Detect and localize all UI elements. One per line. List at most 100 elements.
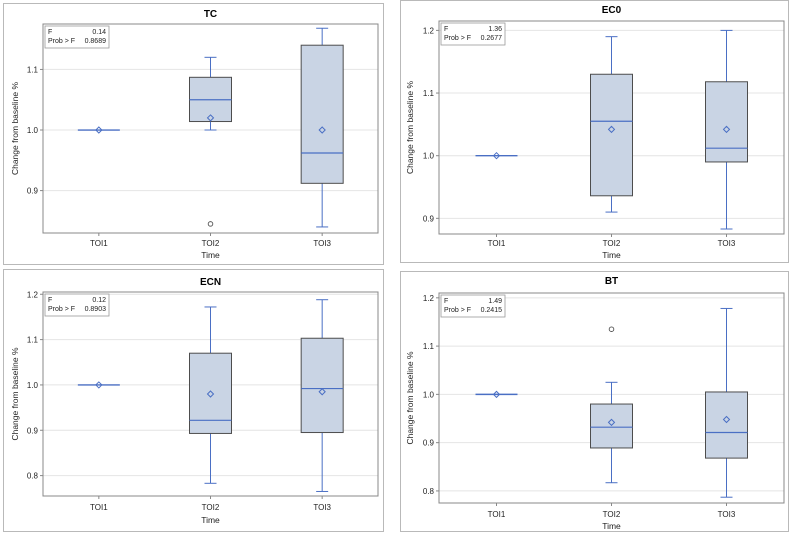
x-tick-label: TOI1 (90, 503, 108, 512)
stats-value: 0.14 (92, 29, 106, 36)
stats-inset-box (44, 25, 110, 49)
y-tick-label: 1.2 (423, 294, 435, 303)
mean-marker (722, 125, 731, 134)
mean-marker (318, 126, 326, 134)
x-axis-label: Time (201, 515, 220, 525)
chart-panel-ec0: EC0 0.9 1.0 1.1 1.2 Change from baseline % TOI… (400, 0, 789, 263)
y-tick-label: 0.9 (423, 214, 435, 223)
chart-title: EC0 (602, 5, 622, 16)
stats-value: 0.2415 (481, 307, 503, 314)
y-tick-label: 1.1 (27, 336, 39, 345)
chart-panel-tc: TC 0.9 1.0 1.1 Change from baseline % TOI1 TOI… (3, 3, 384, 265)
chart-title: TC (204, 9, 217, 20)
x-tick-label: TOI2 (202, 239, 220, 248)
chart-svg-tc: TC 0.9 1.0 1.1 Change from baseline % TOI1 TOI… (10, 9, 379, 260)
mean-marker (492, 151, 501, 160)
mean-marker (95, 126, 103, 134)
box-iqr (705, 81, 748, 163)
chart-panel-bt: BT 0.8 0.9 1.0 1.1 1.2 Change from baseline % T… (400, 271, 789, 532)
y-tick-label: 0.8 (27, 472, 39, 481)
box-group-toi2 (189, 306, 232, 484)
box-group-toi1 (475, 151, 518, 160)
stats-value: 0.12 (92, 297, 106, 304)
box-group-toi1 (77, 381, 120, 389)
stats-label: Prob > F (48, 306, 75, 313)
x-tick-label: TOI2 (202, 503, 220, 512)
stats-value: 0.2677 (481, 35, 503, 42)
box-group-toi3 (705, 29, 748, 230)
y-tick-label: 0.9 (27, 187, 39, 196)
x-tick-label: TOI3 (718, 510, 736, 519)
x-tick-label: TOI2 (603, 239, 621, 248)
outlier-point (207, 221, 214, 227)
stats-label: F (48, 297, 52, 304)
x-axis-label: Time (602, 250, 621, 260)
mean-marker (607, 125, 616, 134)
mean-marker (206, 390, 215, 398)
box-iqr (189, 352, 232, 434)
box-group-toi1 (475, 390, 518, 399)
mean-marker (492, 390, 501, 399)
stats-inset-box (440, 22, 506, 46)
y-axis-label: Change from baseline % (10, 347, 20, 441)
stats-label: Prob > F (444, 35, 471, 42)
y-axis-label: Change from baseline % (405, 81, 415, 175)
stats-inset-box (44, 293, 110, 317)
box-iqr (705, 391, 748, 459)
mean-marker (206, 114, 215, 122)
box-group-toi2 (189, 56, 232, 227)
y-tick-label: 1.0 (423, 390, 435, 399)
x-axis-label: Time (602, 521, 621, 531)
stats-value: 1.36 (488, 26, 502, 33)
box-iqr (300, 44, 344, 184)
stats-inset-box (440, 294, 506, 318)
box-group-toi2 (590, 326, 633, 484)
chart-panel-ecn: ECN 0.8 0.9 1.0 1.1 1.2 Change from baseline %… (3, 269, 384, 532)
chart-svg-bt: BT 0.8 0.9 1.0 1.1 1.2 Change from baseline % T… (405, 276, 785, 531)
y-tick-label: 1.2 (423, 26, 435, 35)
mean-marker (95, 381, 103, 389)
box-group-toi1 (77, 126, 120, 134)
y-tick-label: 1.0 (27, 126, 39, 135)
y-axis-label: Change from baseline % (10, 82, 20, 176)
chart-svg-ecn: ECN 0.8 0.9 1.0 1.1 1.2 Change from baseline %… (10, 277, 379, 525)
x-tick-label: TOI1 (488, 239, 506, 248)
stats-label: F (444, 298, 448, 305)
box-group-toi3 (300, 299, 344, 492)
box-group-toi2 (590, 36, 633, 213)
outlier-point (608, 326, 615, 332)
x-tick-label: TOI1 (90, 239, 108, 248)
chart-title: BT (605, 276, 618, 287)
x-tick-label: TOI1 (488, 510, 506, 519)
x-tick-label: TOI3 (313, 503, 331, 512)
mean-marker (722, 415, 731, 424)
stats-label: Prob > F (48, 38, 75, 45)
y-tick-label: 0.9 (423, 439, 435, 448)
box-group-toi3 (705, 307, 748, 498)
y-tick-label: 1.0 (27, 381, 39, 390)
mean-marker (607, 418, 616, 427)
y-tick-label: 1.2 (27, 290, 39, 299)
chart-svg-ec0: EC0 0.9 1.0 1.1 1.2 Change from baseline % TOI… (405, 5, 785, 260)
box-group-toi3 (300, 27, 344, 228)
box-iqr (300, 337, 344, 434)
stats-label: Prob > F (444, 307, 471, 314)
x-tick-label: TOI3 (718, 239, 736, 248)
y-tick-label: 1.0 (423, 152, 435, 161)
y-axis-label: Change from baseline % (405, 351, 415, 445)
stats-value: 1.49 (488, 298, 502, 305)
x-tick-label: TOI3 (313, 239, 331, 248)
y-tick-label: 1.1 (423, 342, 435, 351)
y-tick-label: 0.8 (423, 487, 435, 496)
stats-value: 0.8689 (85, 38, 107, 45)
x-tick-label: TOI2 (603, 510, 621, 519)
stats-value: 0.8903 (85, 306, 107, 313)
y-tick-label: 0.9 (27, 426, 39, 435)
mean-marker (318, 388, 326, 396)
x-axis-label: Time (201, 250, 220, 260)
stats-label: F (48, 29, 52, 36)
chart-title: ECN (200, 277, 221, 288)
box-iqr (590, 73, 633, 197)
y-tick-label: 1.1 (27, 65, 39, 74)
y-tick-label: 1.1 (423, 89, 435, 98)
